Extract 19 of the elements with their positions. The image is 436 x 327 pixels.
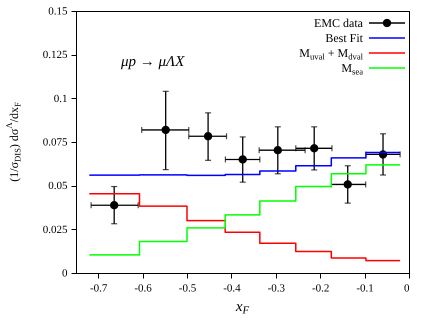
y-tick-label: 0.025: [42, 224, 68, 236]
y-axis-title: (1/σDIS) dσΛ/dxF: [4, 102, 23, 182]
y-tick-label: 0.15: [48, 6, 68, 18]
y-tick-label: 0: [62, 268, 68, 280]
legend-label: Best Fit: [325, 31, 364, 45]
legend-label: EMC data: [314, 16, 364, 30]
x-tick-label: -0.1: [356, 282, 374, 294]
y-tick-label: 0.075: [42, 136, 68, 148]
y-tick-label: 0.05: [48, 180, 68, 192]
x-tick-label: -0.4: [223, 282, 242, 294]
x-tick-label: -0.2: [312, 282, 330, 294]
y-tick-label: 0.125: [42, 49, 68, 62]
x-tick-label: 0: [404, 282, 410, 294]
x-tick-label: -0.7: [90, 282, 108, 294]
y-tick-label: 0.1: [54, 92, 68, 105]
x-tick-label: -0.3: [268, 282, 286, 294]
x-tick-label: -0.5: [178, 282, 197, 294]
x-tick-label: -0.6: [134, 282, 152, 294]
annotation: μp → μΛX: [120, 54, 186, 70]
